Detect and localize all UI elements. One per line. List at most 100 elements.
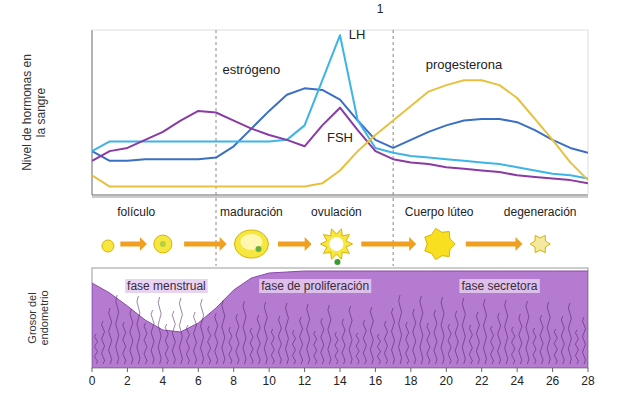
x-tick-label: 20 xyxy=(440,374,454,388)
hormone-line xyxy=(92,88,588,160)
gland xyxy=(264,302,267,364)
gland-texture xyxy=(95,295,586,364)
figure: 1Nivel de hormonas enla sangreestrógenoL… xyxy=(0,0,628,397)
x-tick xyxy=(198,368,199,372)
gland xyxy=(109,308,112,364)
x-tick-label: 6 xyxy=(195,374,202,388)
x-tick xyxy=(446,368,447,372)
axis-title-line: la sangre xyxy=(34,87,48,137)
gland xyxy=(519,314,522,364)
gland xyxy=(229,327,232,364)
arrow xyxy=(120,237,147,251)
x-tick xyxy=(127,368,128,372)
x-tick xyxy=(340,368,341,372)
gland xyxy=(116,295,119,364)
frame-right xyxy=(588,30,589,195)
frame-top xyxy=(92,30,588,31)
gland xyxy=(575,330,578,364)
x-tick-label: 24 xyxy=(510,374,524,388)
hormone-line xyxy=(92,108,588,184)
gland xyxy=(314,331,317,364)
label-patch xyxy=(459,279,539,293)
plot-lines xyxy=(92,35,588,186)
series-label: LH xyxy=(349,27,366,42)
gland xyxy=(102,321,105,364)
follicle-icon xyxy=(154,235,172,253)
gland xyxy=(434,310,437,364)
gland xyxy=(547,302,550,364)
endometrium-area xyxy=(92,271,588,368)
gland xyxy=(293,330,296,364)
x-tick-label: 18 xyxy=(404,374,418,388)
gland xyxy=(498,313,501,364)
gland xyxy=(158,297,161,364)
gland xyxy=(307,304,310,364)
x-tick-label: 12 xyxy=(298,374,312,388)
gland xyxy=(278,316,281,364)
gland xyxy=(151,310,154,364)
x-tick xyxy=(233,368,234,372)
x-tick-label: 0 xyxy=(89,374,96,388)
gland xyxy=(462,298,465,364)
arrow xyxy=(278,237,312,251)
gland xyxy=(356,333,359,364)
page-number: 1 xyxy=(377,2,384,16)
follicle-icon xyxy=(334,259,340,265)
x-tick-label: 14 xyxy=(333,374,347,388)
gland xyxy=(448,324,451,364)
plot-frame xyxy=(92,268,588,368)
gland xyxy=(505,300,508,364)
gland xyxy=(271,329,274,364)
series-label: progesterona xyxy=(426,57,503,72)
x-tick xyxy=(162,368,163,372)
x-tick xyxy=(410,368,411,372)
gland xyxy=(561,316,564,364)
follicle-icon xyxy=(329,237,343,251)
arrow xyxy=(466,237,523,251)
x-tick xyxy=(375,368,376,372)
gland xyxy=(491,326,494,364)
arrow xyxy=(184,237,227,251)
hormone-line xyxy=(92,80,588,186)
follicle-icon xyxy=(102,240,114,252)
gland xyxy=(512,327,515,364)
gland xyxy=(583,317,586,364)
gland xyxy=(137,296,140,364)
gland xyxy=(540,315,543,364)
stage-label: folículo xyxy=(117,205,155,219)
follicle-icon xyxy=(425,228,455,259)
gland xyxy=(179,298,182,364)
follicle-icon xyxy=(256,246,262,252)
gland xyxy=(533,328,536,364)
stage-label: Cuerpo lúteo xyxy=(405,205,474,219)
gland xyxy=(413,309,416,364)
gland xyxy=(95,334,98,364)
axis-title-line: endometrio xyxy=(38,290,50,345)
gland xyxy=(208,326,211,364)
gland xyxy=(349,306,352,364)
gland xyxy=(201,299,204,364)
arrow xyxy=(361,237,416,251)
y-axis xyxy=(92,30,93,195)
gland xyxy=(335,332,338,364)
stage-label: ovulación xyxy=(311,205,362,219)
gland xyxy=(441,297,444,364)
gland xyxy=(321,318,324,364)
stage-label: maduración xyxy=(220,205,283,219)
x-tick xyxy=(588,368,589,372)
x-tick xyxy=(304,368,305,372)
gland xyxy=(194,312,197,364)
gland xyxy=(554,329,557,364)
gland xyxy=(236,314,239,364)
gland xyxy=(300,317,303,364)
follicle-icon xyxy=(530,235,550,252)
gland xyxy=(370,307,373,364)
x-tick-label: 10 xyxy=(262,374,276,388)
phase-label: fase menstrual xyxy=(127,279,206,293)
gland xyxy=(392,308,395,364)
gland xyxy=(363,320,366,364)
phase-label: fase de proliferación xyxy=(261,279,369,293)
stage-label: degeneración xyxy=(504,205,577,219)
x-tick xyxy=(552,368,553,372)
x-tick-label: 4 xyxy=(160,374,167,388)
